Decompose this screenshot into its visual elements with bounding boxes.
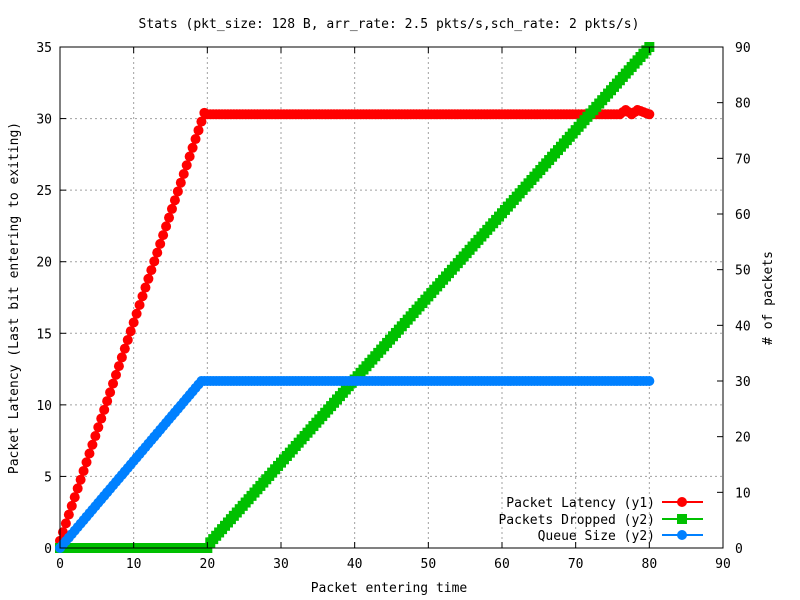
data-point	[164, 212, 175, 223]
data-point	[149, 256, 160, 267]
x-tick-label: 80	[642, 557, 658, 572]
x-tick-label: 70	[568, 557, 584, 572]
legend-item: Packet Latency (y1)	[506, 496, 703, 511]
legend-item: Packets Dropped (y2)	[498, 513, 703, 528]
x-tick-label: 20	[200, 557, 216, 572]
y-tick-label: 15	[36, 327, 52, 342]
data-point	[87, 439, 98, 450]
x-tick-label: 50	[421, 557, 437, 572]
y2-tick-label: 80	[735, 97, 751, 112]
y-tick-label: 0	[44, 542, 52, 557]
data-point	[108, 378, 119, 389]
y2-tick-label: 20	[735, 431, 751, 446]
data-point	[193, 125, 204, 136]
data-point	[75, 474, 86, 485]
data-point	[66, 500, 77, 511]
legend-marker	[677, 514, 687, 524]
data-point	[102, 396, 113, 407]
data-point	[161, 221, 172, 232]
legend-marker	[677, 497, 687, 507]
data-point	[116, 352, 127, 363]
y-tick-label: 20	[36, 256, 52, 271]
data-point	[166, 203, 177, 214]
data-point	[131, 308, 142, 319]
y2-axis-label: # of packets	[761, 251, 776, 345]
data-point	[155, 238, 166, 249]
data-point	[134, 300, 145, 311]
data-point	[143, 273, 154, 284]
data-point	[181, 160, 192, 171]
chart-title: Stats (pkt_size: 128 B, arr_rate: 2.5 pk…	[139, 17, 640, 32]
data-point	[119, 343, 130, 354]
data-point	[187, 142, 198, 153]
data-point	[90, 431, 101, 442]
data-point	[96, 413, 107, 424]
y2-tick-label: 70	[735, 152, 751, 167]
y-tick-label: 5	[44, 470, 52, 485]
data-point	[99, 404, 110, 415]
data-point	[78, 465, 89, 476]
data-point	[128, 317, 139, 328]
data-point	[110, 369, 121, 380]
data-point	[158, 230, 169, 241]
legend-label: Packet Latency (y1)	[506, 496, 655, 511]
x-tick-label: 30	[273, 557, 289, 572]
data-point	[178, 168, 189, 179]
y2-tick-label: 60	[735, 208, 751, 223]
data-point	[125, 326, 136, 337]
data-point	[93, 422, 104, 433]
data-point	[172, 186, 183, 197]
data-point	[105, 387, 116, 398]
x-tick-label: 90	[715, 557, 731, 572]
y2-tick-label: 0	[735, 542, 743, 557]
legend-label: Queue Size (y2)	[538, 529, 655, 544]
data-point	[122, 334, 133, 345]
y2-tick-label: 10	[735, 486, 751, 501]
y-axis-label: Packet Latency (Last bit entering to exi…	[7, 122, 22, 474]
data-point	[644, 109, 655, 120]
data-point	[146, 265, 157, 276]
data-point	[84, 448, 95, 459]
y2-tick-label: 90	[735, 41, 751, 56]
legend-item: Queue Size (y2)	[538, 529, 703, 544]
axis-ticks: 0 10 20 30 40 50 60 70 80 90 0 5 10 15 20 25 30 35 0 10 20 30…	[36, 41, 750, 572]
x-axis-label: Packet entering time	[311, 581, 468, 596]
data-point	[175, 177, 186, 188]
y-tick-label: 35	[36, 41, 52, 56]
y2-tick-label: 30	[735, 375, 751, 390]
data-point	[69, 492, 80, 503]
data-point	[72, 483, 83, 494]
series-1	[55, 104, 655, 546]
grid-lines	[60, 47, 723, 548]
data-point	[184, 151, 195, 162]
data-point	[140, 282, 151, 293]
data-point	[169, 195, 180, 206]
x-tick-label: 60	[494, 557, 510, 572]
data-point	[137, 291, 148, 302]
y-tick-label: 30	[36, 113, 52, 128]
x-tick-label: 0	[56, 557, 64, 572]
y-tick-label: 10	[36, 399, 52, 414]
y2-tick-label: 40	[735, 319, 751, 334]
data-point	[81, 457, 92, 468]
data-point	[60, 518, 71, 529]
x-tick-label: 40	[347, 557, 363, 572]
data-point	[196, 116, 207, 127]
data-point	[63, 509, 74, 520]
data-point	[644, 376, 655, 386]
legend-label: Packets Dropped (y2)	[498, 513, 655, 528]
legend-marker	[677, 530, 687, 540]
y-tick-label: 25	[36, 184, 52, 199]
legend: Packet Latency (y1) Packets Dropped (y2)Q…	[498, 496, 703, 544]
x-tick-label: 10	[126, 557, 142, 572]
plot-frame	[59, 46, 724, 549]
y2-tick-label: 50	[735, 264, 751, 279]
data-point	[190, 134, 201, 145]
data-point	[152, 247, 163, 258]
data-point	[113, 361, 124, 372]
